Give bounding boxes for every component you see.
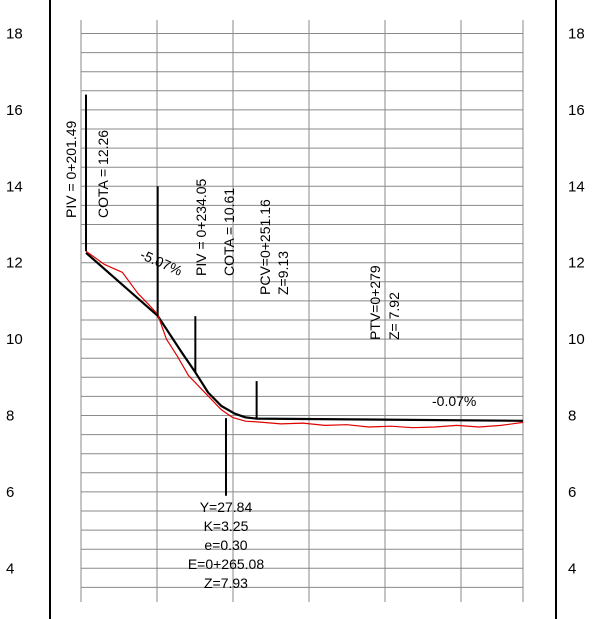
existing-ground bbox=[85, 250, 524, 429]
station-markers bbox=[85, 94, 258, 496]
slope-label-1: -5.07% bbox=[138, 246, 185, 279]
y-tick-label-left: 4 bbox=[6, 560, 14, 577]
y-tick-label-left: 14 bbox=[6, 178, 23, 195]
y-tick-label-right: 10 bbox=[568, 331, 585, 348]
piv1-station-label: PIV = 0+201.49 bbox=[63, 120, 79, 218]
curve-parameter-label: K=3.25 bbox=[204, 518, 249, 534]
curve-parameter-label: Y=27.84 bbox=[200, 499, 253, 515]
curve-parameter-label: Z=7.93 bbox=[204, 575, 248, 591]
y-tick-label-left: 8 bbox=[6, 408, 14, 425]
pcv-elevation-label: Z=9.13 bbox=[275, 251, 291, 295]
grid bbox=[80, 20, 524, 602]
y-axis-right: 4 6 8 10 12 14 16 18 bbox=[568, 26, 585, 578]
series bbox=[85, 250, 524, 429]
ptv-station-label: PTV=0+279 bbox=[367, 265, 383, 340]
annotations: PIV = 0+201.49 COTA = 12.26 PIV = 0+234.05… bbox=[63, 120, 476, 591]
piv2-station-label: PIV = 0+234.05 bbox=[193, 178, 209, 276]
y-tick-label-right: 16 bbox=[568, 102, 585, 119]
curve-parameter-label: E=0+265.08 bbox=[188, 556, 265, 572]
y-tick-label-right: 6 bbox=[568, 484, 576, 501]
slope-label-2: -0.07% bbox=[432, 393, 476, 409]
y-tick-label-left: 12 bbox=[6, 255, 23, 272]
y-tick-label-right: 18 bbox=[568, 26, 585, 43]
design-grade-line bbox=[85, 251, 524, 422]
y-tick-label-right: 12 bbox=[568, 255, 585, 272]
y-tick-label-left: 10 bbox=[6, 331, 23, 348]
piv2-cota-label: COTA = 10.61 bbox=[221, 188, 237, 276]
y-tick-label-right: 4 bbox=[568, 560, 576, 577]
frame bbox=[49, 0, 557, 619]
y-axis-left: 4 6 8 10 12 14 16 18 bbox=[6, 26, 23, 578]
pcv-station-label: PCV=0+251.16 bbox=[257, 199, 273, 295]
piv1-cota-label: COTA = 12.26 bbox=[95, 130, 111, 218]
y-tick-label-left: 6 bbox=[6, 484, 14, 501]
y-tick-label-right: 8 bbox=[568, 408, 576, 425]
y-tick-label-left: 16 bbox=[6, 102, 23, 119]
ptv-elevation-label: Z= 7.92 bbox=[386, 292, 402, 340]
y-tick-label-right: 14 bbox=[568, 178, 585, 195]
y-tick-label-left: 18 bbox=[6, 26, 23, 43]
curve-parameter-label: e=0.30 bbox=[204, 537, 247, 553]
